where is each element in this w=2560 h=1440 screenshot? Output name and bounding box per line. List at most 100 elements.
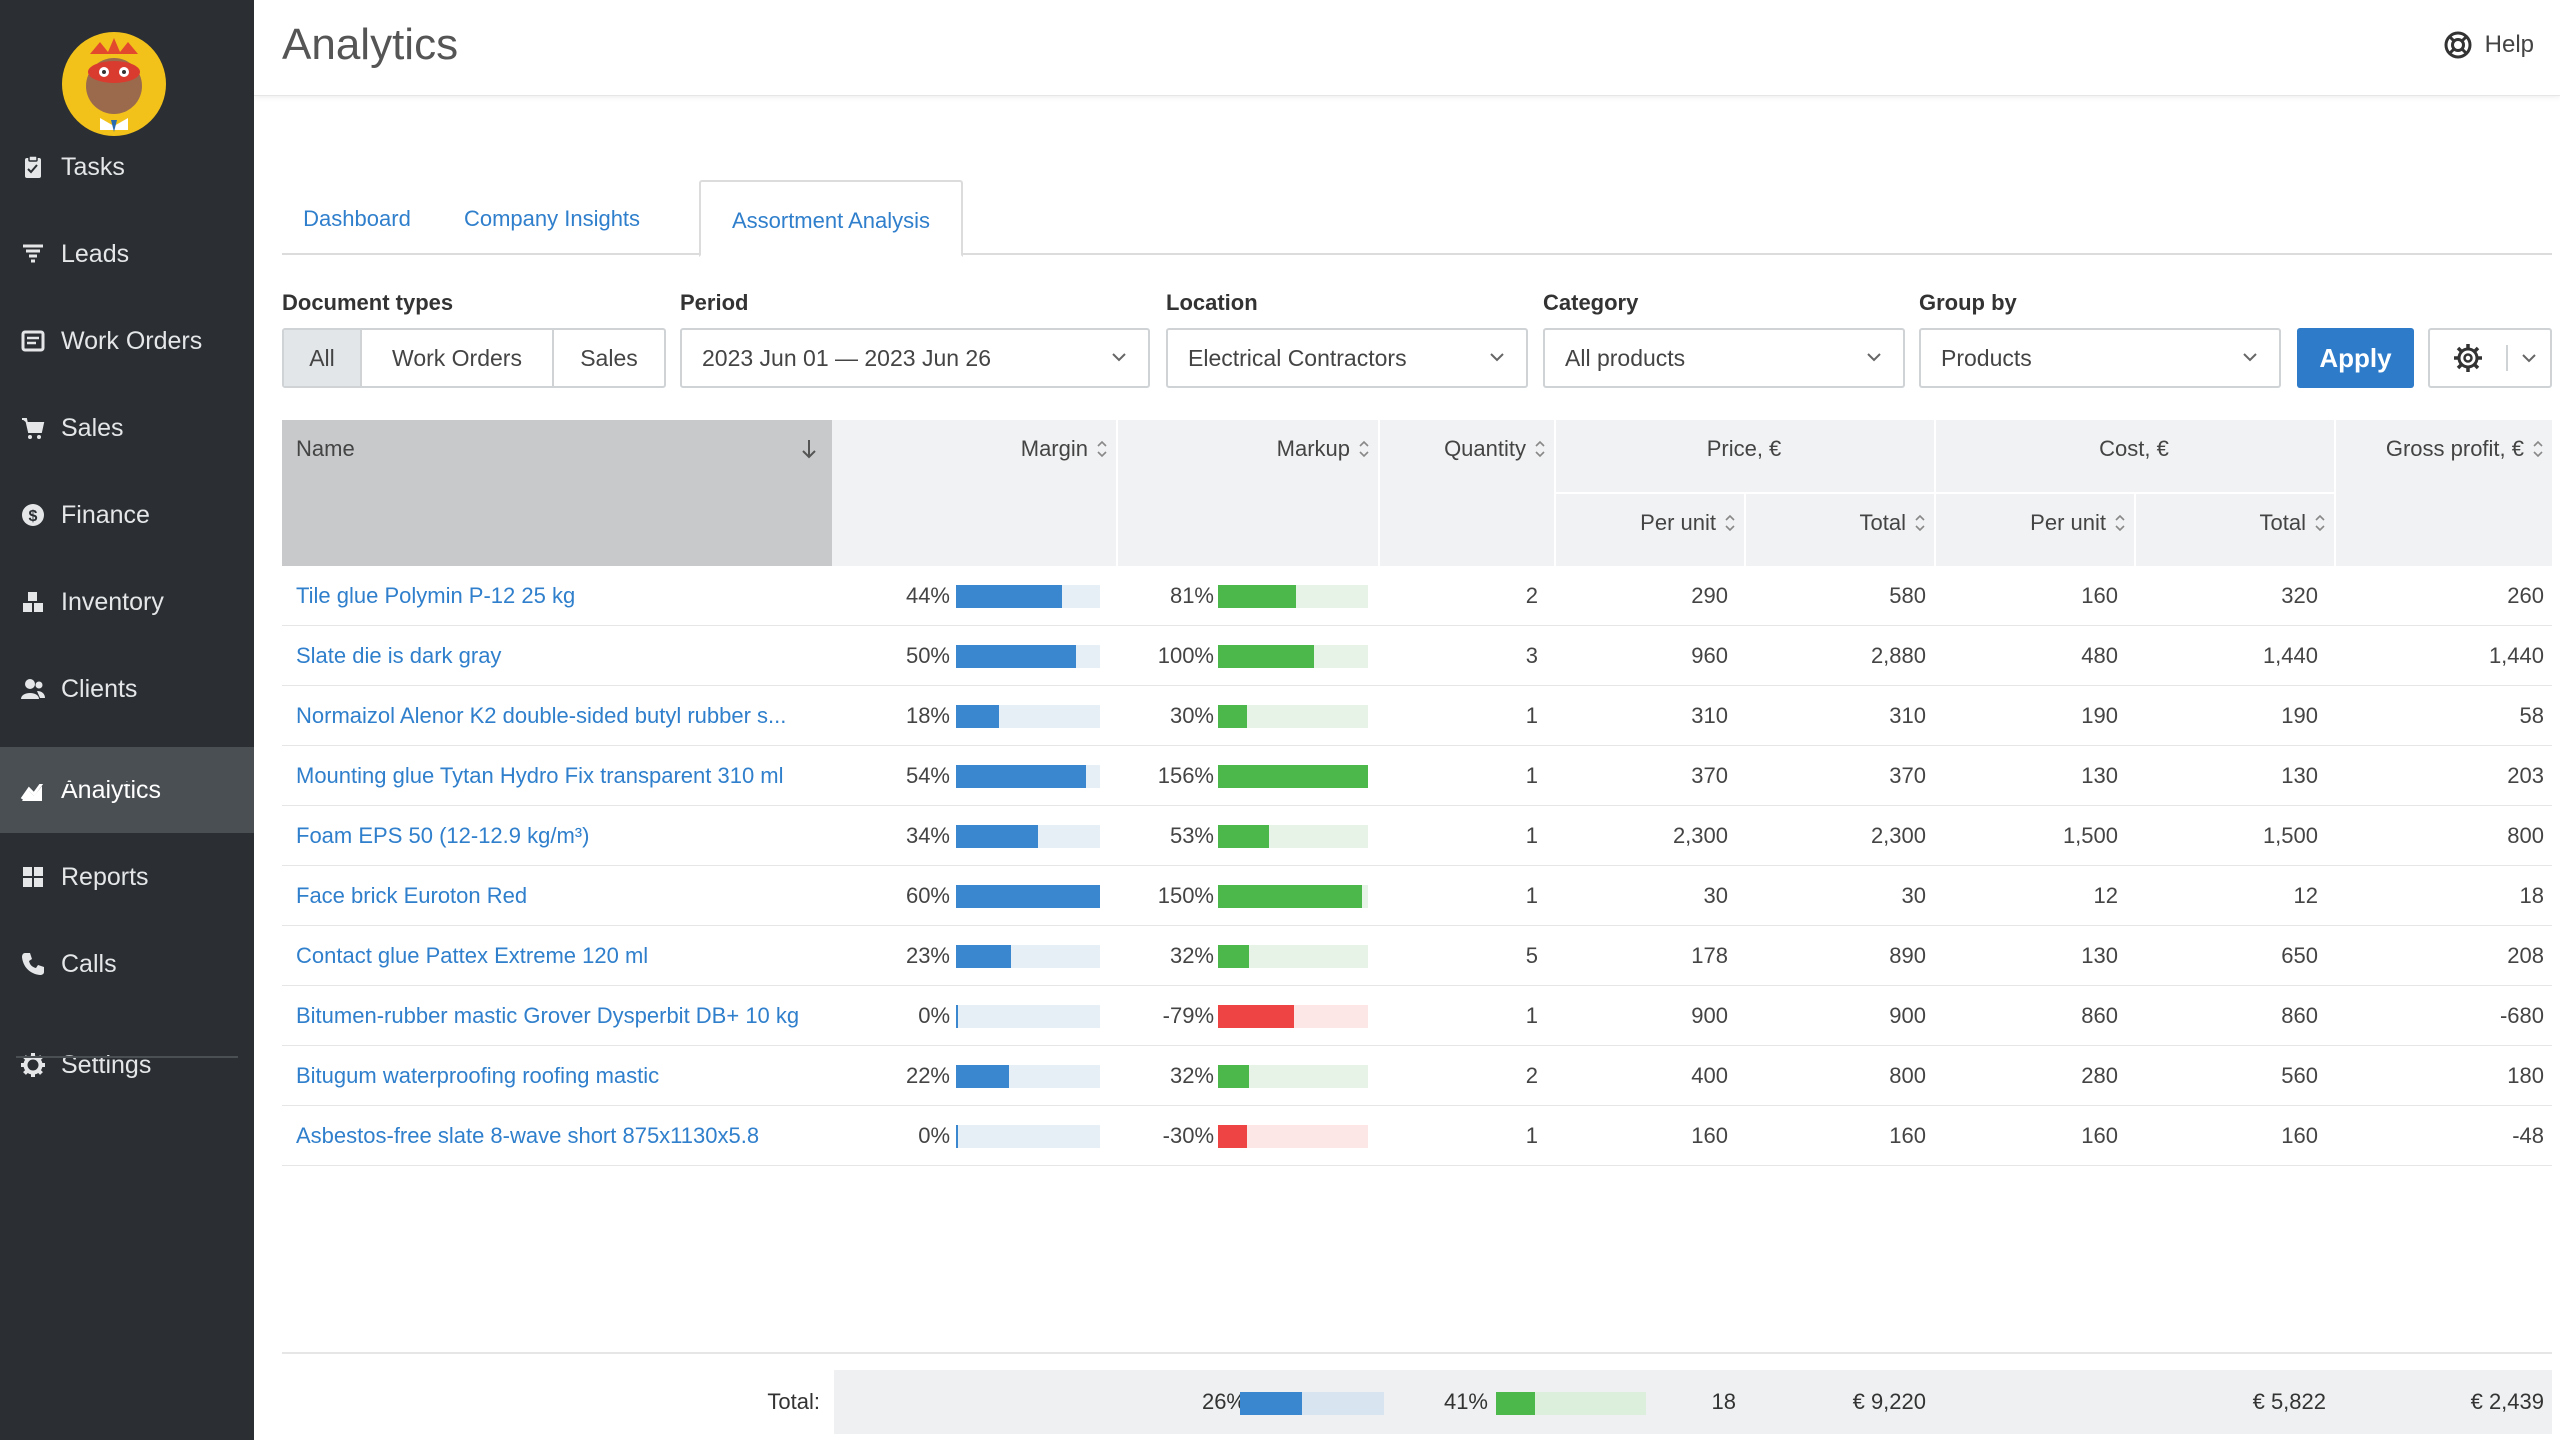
product-name-link[interactable]: Mounting glue Tytan Hydro Fix transparen… <box>296 763 784 788</box>
category-select[interactable]: All products <box>1543 328 1905 388</box>
funnel-icon <box>18 239 48 269</box>
sidebar-item-work-orders[interactable]: Work Orders <box>0 298 254 384</box>
doc-type-all[interactable]: All <box>284 330 362 386</box>
sidebar-item-label: Tasks <box>61 152 125 181</box>
product-name-link[interactable]: Bitumen-rubber mastic Grover Dysperbit D… <box>296 1003 800 1028</box>
group-by-select[interactable]: Products <box>1919 328 2281 388</box>
chevron-down-icon <box>1490 353 1504 362</box>
phone-icon <box>18 949 48 979</box>
markup-bar-track <box>1218 585 1368 608</box>
product-name-link[interactable]: Asbestos-free slate 8-wave short 875x113… <box>296 1123 760 1148</box>
sidebar-item-leads[interactable]: Leads <box>0 211 254 297</box>
lifebuoy-icon <box>2444 31 2472 59</box>
help-link[interactable]: Help <box>2443 30 2534 60</box>
product-name-link[interactable]: Foam EPS 50 (12-12.9 kg/m³) <box>296 823 590 848</box>
group-by-value: Products <box>1941 344 2032 371</box>
sidebar-item-sales[interactable]: Sales <box>0 385 254 471</box>
chart-icon <box>18 775 48 805</box>
total-markup-value: 41% <box>1443 1389 1488 1414</box>
column-header-cost-total[interactable]: Total <box>2134 510 2326 536</box>
margin-bar-track <box>956 1125 1100 1148</box>
table-row: Bitugum waterproofing roofing mastic 22% 3… <box>282 1046 2552 1106</box>
price-total-cell: 900 <box>1889 1003 1926 1028</box>
cost-per-unit-cell: 160 <box>2081 583 2118 608</box>
markup-pct: 32% <box>1169 943 1214 968</box>
doc-type-work-orders[interactable]: Work Orders <box>362 330 554 386</box>
sidebar-item-analytics[interactable]: Analytics <box>0 747 254 833</box>
margin-pct: 23% <box>905 943 950 968</box>
sort-arrow-down-icon <box>802 440 816 459</box>
sidebar-item-finance[interactable]: $ Finance <box>0 472 254 558</box>
company-logo[interactable] <box>56 26 172 136</box>
cost-total-cell: 160 <box>2281 1123 2318 1148</box>
cost-per-unit-cell: 130 <box>2081 943 2118 968</box>
gross-profit-header-label: Gross profit, € <box>2385 436 2524 461</box>
total-label: Total: <box>767 1389 820 1414</box>
product-name-link[interactable]: Tile glue Polymin P-12 25 kg <box>296 583 576 608</box>
margin-bar-fill <box>956 1005 958 1028</box>
sort-icon <box>1725 514 1735 532</box>
column-header-price-total[interactable]: Total <box>1744 510 1926 536</box>
chevron-down-icon <box>1112 353 1126 362</box>
price-total-cell: 2,300 <box>1870 823 1926 848</box>
column-header-cost-per-unit[interactable]: Per unit <box>1934 510 2126 536</box>
column-divider <box>1378 420 1380 566</box>
apply-button[interactable]: Apply <box>2297 328 2414 388</box>
margin-bar-fill <box>956 705 1000 728</box>
product-name-link[interactable]: Bitugum waterproofing roofing mastic <box>296 1063 660 1088</box>
total-markup-bar-track <box>1496 1392 1646 1415</box>
period-label: Period <box>680 290 749 315</box>
cost-per-unit-label: Per unit <box>2030 510 2106 535</box>
clipboard-icon <box>18 152 48 182</box>
cost-header-label: Cost, € <box>2099 436 2169 461</box>
page-title: Analytics <box>282 20 459 69</box>
grid-icon <box>18 862 48 892</box>
svg-text:$: $ <box>29 508 38 525</box>
product-name-link[interactable]: Contact glue Pattex Extreme 120 ml <box>296 943 649 968</box>
tab-assortment-analysis[interactable]: Assortment Analysis <box>699 180 963 257</box>
doc-type-sales[interactable]: Sales <box>580 344 638 371</box>
cost-total-label: Total <box>2259 510 2306 535</box>
quantity-cell: 1 <box>1525 883 1538 908</box>
margin-bar-fill <box>956 1125 958 1148</box>
product-name-link[interactable]: Normaizol Alenor K2 double-sided butyl r… <box>296 703 787 728</box>
sidebar-item-calls[interactable]: Calls <box>0 921 254 1007</box>
price-total-cell: 160 <box>1889 1123 1926 1148</box>
column-header-markup[interactable]: Markup <box>1116 436 1370 462</box>
top-bar: Analytics Help <box>254 0 2560 96</box>
sidebar-divider <box>16 1056 238 1058</box>
location-select[interactable]: Electrical Contractors <box>1166 328 1528 388</box>
column-header-gross-profit[interactable]: Gross profit, € <box>2334 436 2544 462</box>
column-header-price-per-unit[interactable]: Per unit <box>1554 510 1736 536</box>
quantity-cell: 5 <box>1525 943 1538 968</box>
margin-bar-track <box>956 885 1100 908</box>
column-header-name[interactable]: Name <box>282 420 832 566</box>
quantity-cell: 1 <box>1525 1003 1538 1028</box>
sort-icon <box>2315 514 2325 532</box>
cost-per-unit-cell: 1,500 <box>2062 823 2118 848</box>
sidebar-item-settings[interactable]: Settings <box>0 1022 254 1108</box>
tab-dashboard[interactable]: Dashboard <box>303 206 411 231</box>
column-header-margin[interactable]: Margin <box>832 436 1108 462</box>
sidebar-item-reports[interactable]: Reports <box>0 834 254 920</box>
table-settings-button[interactable] <box>2428 328 2552 388</box>
product-name-link[interactable]: Slate die is dark gray <box>296 643 502 668</box>
sidebar-item-clients[interactable]: Clients <box>0 646 254 732</box>
total-margin-pct: 26% <box>1152 1370 1246 1434</box>
group-by-label: Group by <box>1919 290 2017 315</box>
sidebar-item-label: Reports <box>61 862 149 891</box>
tab-company-insights[interactable]: Company Insights <box>463 206 641 231</box>
gear-icon <box>2454 344 2482 372</box>
category-label: Category <box>1543 290 1639 315</box>
price-per-unit-cell: 2,300 <box>1672 823 1728 848</box>
period-select[interactable]: 2023 Jun 01 — 2023 Jun 26 <box>680 328 1150 388</box>
markup-bar-fill <box>1218 1125 1247 1148</box>
sidebar-item-tasks[interactable]: Tasks <box>0 124 254 210</box>
cost-per-unit-cell: 190 <box>2081 703 2118 728</box>
sidebar-item-inventory[interactable]: Inventory <box>0 559 254 645</box>
column-divider <box>1116 420 1118 566</box>
product-name-link[interactable]: Face brick Euroton Red <box>296 883 528 908</box>
column-header-quantity[interactable]: Quantity <box>1378 436 1546 462</box>
markup-bar-track <box>1218 765 1368 788</box>
help-label: Help <box>2484 31 2534 58</box>
